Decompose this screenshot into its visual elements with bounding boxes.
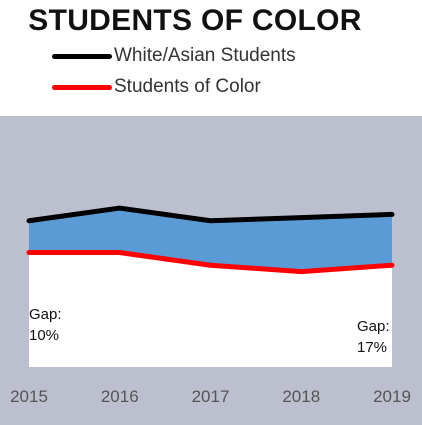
x-tick-label: 2019 [373,387,411,406]
below-area-fill [29,252,392,367]
gap-annotation-label: Gap: [357,318,390,335]
x-axis-ticks: 2015 2016 2017 2018 2019 [10,387,411,406]
legend-label: White/Asian Students [114,45,296,66]
gap-annotation-2015: Gap: 10% [29,304,62,346]
x-tick-label: 2015 [10,387,48,406]
x-tick-label: 2018 [282,387,320,406]
gap-annotation-label: Gap: [29,306,62,323]
x-tick-label: 2016 [101,387,139,406]
legend-swatch-black [52,53,112,59]
gap-annotation-value: 17% [357,339,388,356]
x-tick-label: 2017 [192,387,230,406]
gap-annotation-2019: Gap: 17% [357,316,390,358]
gap-annotation-value: 10% [29,327,60,344]
legend-item-students-of-color: Students of Color [52,76,261,98]
gap-area-fill [29,208,392,272]
legend-label: Students of Color [114,76,261,97]
legend-item-white-asian: White/Asian Students [52,45,296,67]
series-line-white-asian [26,205,395,224]
chart-title: STUDENTS OF COLOR [28,4,362,37]
legend-swatch-red [52,84,112,90]
series-line-students-of-color [26,250,395,275]
